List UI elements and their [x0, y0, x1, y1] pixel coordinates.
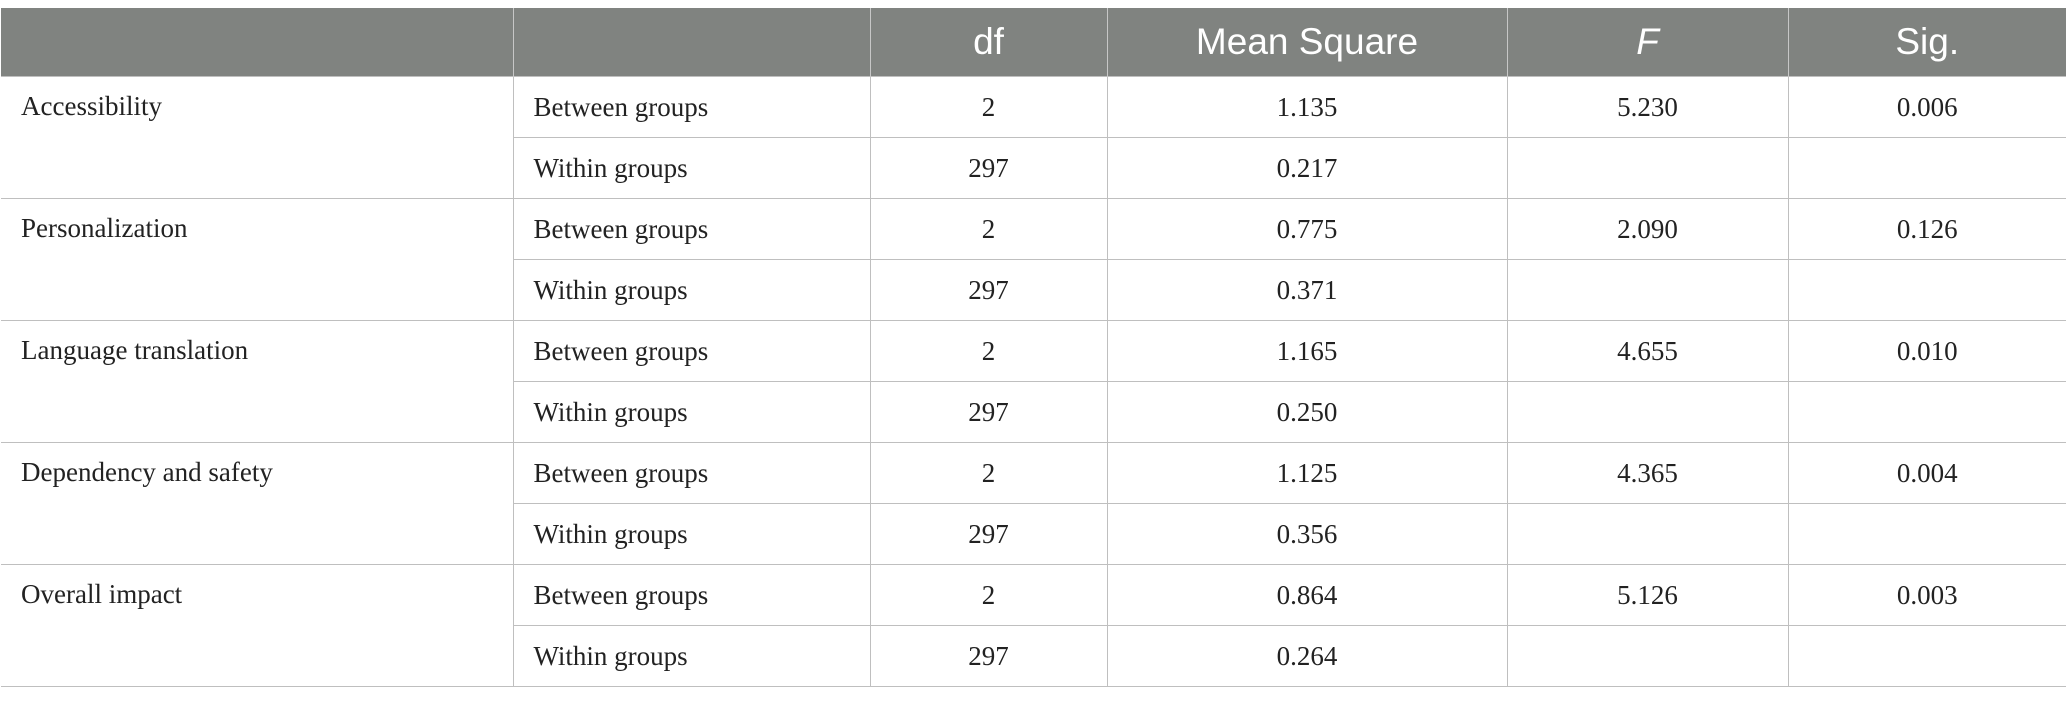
sig-cell: 0.004 — [1787, 442, 2066, 504]
variable-cell: Accessibility — [1, 76, 514, 199]
sig-cell: 0.006 — [1787, 76, 2066, 138]
mean-square-cell: 0.250 — [1106, 381, 1508, 443]
mean-square-cell: 1.165 — [1106, 320, 1508, 382]
source-cell: Within groups — [513, 381, 871, 443]
sig-cell: 0.003 — [1787, 564, 2066, 626]
table-row: Within groups 297 0.217 — [1, 137, 2066, 199]
sig-cell: 0.126 — [1787, 198, 2066, 260]
df-cell: 297 — [869, 137, 1108, 199]
df-cell: 297 — [869, 625, 1108, 687]
source-cell: Between groups — [512, 198, 871, 260]
sig-cell — [1787, 259, 2066, 321]
table-row: Language translation Between groups 2 1.… — [1, 320, 2066, 443]
f-cell: 5.230 — [1506, 76, 1789, 138]
source-cell: Between groups — [512, 564, 871, 626]
table-row: Overall impact Between groups 2 0.864 5.… — [1, 564, 2066, 687]
table-header-row: df Mean Square F Sig. — [1, 8, 2066, 77]
f-cell: 5.126 — [1506, 564, 1789, 626]
df-cell: 2 — [869, 198, 1108, 260]
source-cell: Within groups — [513, 503, 871, 565]
variable-cell: Dependency and safety — [1, 442, 514, 565]
anova-table: df Mean Square F Sig. Accessibility Betw… — [1, 8, 2066, 687]
mean-square-cell: 0.356 — [1106, 503, 1508, 565]
source-cell: Within groups — [513, 137, 871, 199]
header-mean-square: Mean Square — [1106, 8, 1507, 77]
df-cell: 2 — [869, 76, 1108, 138]
f-cell: 2.090 — [1506, 198, 1789, 260]
mean-square-cell: 0.217 — [1106, 137, 1508, 199]
sig-cell — [1787, 625, 2066, 687]
table-row: Dependency and safety Between groups 2 1… — [1, 442, 2066, 565]
f-cell: 4.365 — [1506, 442, 1789, 504]
f-cell — [1506, 503, 1789, 565]
table-row: Personalization Between groups 2 0.775 2… — [1, 198, 2066, 321]
table-row: Accessibility Between groups 2 1.135 5.2… — [1, 76, 2066, 199]
table-row: Within groups 297 0.250 — [1, 381, 2066, 443]
source-cell: Between groups — [512, 320, 871, 382]
source-cell: Between groups — [512, 442, 871, 504]
source-cell: Within groups — [513, 259, 871, 321]
mean-square-cell: 1.135 — [1106, 76, 1508, 138]
sig-cell — [1787, 503, 2066, 565]
mean-square-cell: 0.864 — [1106, 564, 1508, 626]
sig-cell: 0.010 — [1787, 320, 2066, 382]
header-f: F — [1506, 8, 1788, 77]
df-cell: 297 — [869, 503, 1108, 565]
mean-square-cell: 0.775 — [1106, 198, 1508, 260]
source-cell: Between groups — [512, 76, 871, 138]
f-cell — [1506, 137, 1789, 199]
variable-cell: Personalization — [1, 198, 514, 321]
header-source — [512, 8, 870, 77]
sig-cell — [1787, 137, 2066, 199]
sig-cell — [1787, 381, 2066, 443]
table-row: Within groups 297 0.356 — [1, 503, 2066, 565]
variable-cell: Overall impact — [1, 564, 514, 687]
f-cell: 4.655 — [1506, 320, 1789, 382]
df-cell: 297 — [869, 381, 1108, 443]
mean-square-cell: 0.371 — [1106, 259, 1508, 321]
f-cell — [1506, 625, 1789, 687]
source-cell: Within groups — [513, 625, 871, 687]
df-cell: 2 — [869, 442, 1108, 504]
header-sig: Sig. — [1787, 8, 2066, 77]
df-cell: 297 — [869, 259, 1108, 321]
table-row: Within groups 297 0.264 — [1, 625, 2066, 687]
df-cell: 2 — [869, 564, 1108, 626]
mean-square-cell: 1.125 — [1106, 442, 1508, 504]
f-cell — [1506, 259, 1789, 321]
variable-cell: Language translation — [1, 320, 514, 443]
header-variable — [1, 8, 513, 77]
df-cell: 2 — [869, 320, 1108, 382]
f-cell — [1506, 381, 1789, 443]
mean-square-cell: 0.264 — [1106, 625, 1508, 687]
header-df: df — [869, 8, 1107, 77]
